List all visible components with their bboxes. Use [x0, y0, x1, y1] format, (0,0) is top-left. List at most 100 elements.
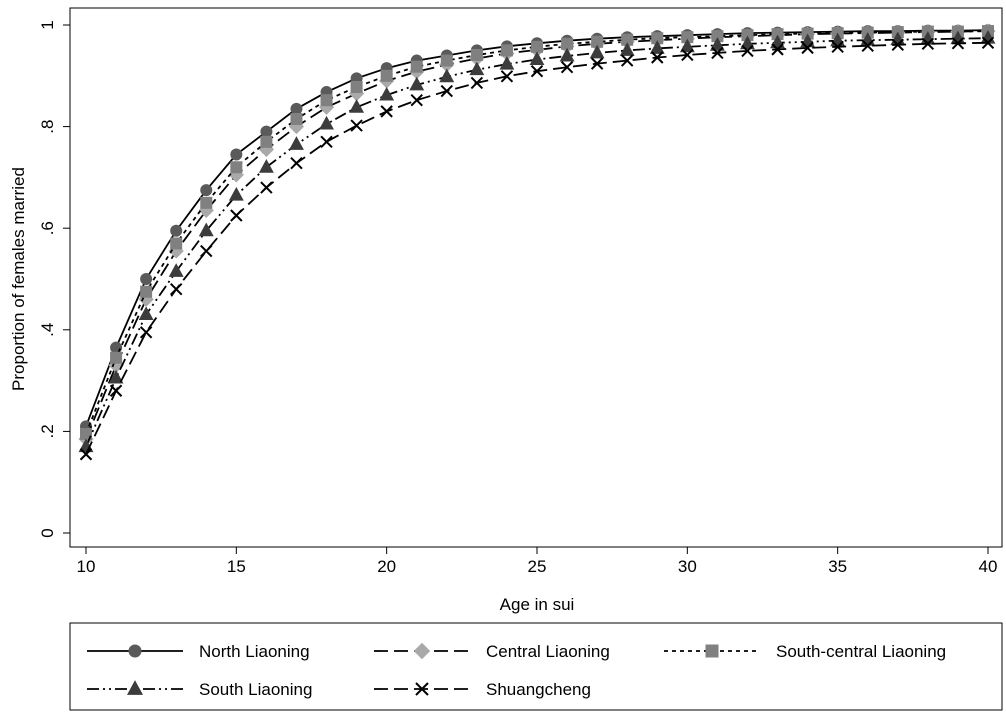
data-point: [619, 42, 635, 56]
data-point: [529, 51, 545, 65]
x-tick-label: 40: [979, 557, 998, 576]
data-point: [320, 135, 333, 149]
data-point: [891, 38, 905, 52]
data-point: [470, 76, 484, 90]
x-tick-label: 20: [377, 557, 396, 576]
series-line: [85, 30, 989, 440]
y-tick-label: .4: [38, 323, 57, 337]
data-point: [440, 54, 453, 67]
x-tick-label: 15: [227, 557, 246, 576]
y-tick-label: 0: [38, 528, 57, 537]
data-point: [410, 60, 423, 73]
data-point: [200, 244, 213, 258]
data-point: [230, 148, 243, 161]
data-point: [560, 60, 574, 74]
data-point: [260, 125, 273, 138]
data-point: [590, 57, 604, 70]
legend-label: South-central Liaoning: [776, 642, 946, 661]
x-axis-label: Age in sui: [500, 595, 575, 614]
data-point: [500, 44, 513, 57]
series-line: [85, 29, 989, 427]
data-point: [320, 94, 333, 107]
legend: North Liaoning Central Liaoning South-cent…: [69, 622, 1003, 711]
data-point: [651, 51, 664, 64]
data-point: [289, 136, 304, 150]
data-point: [260, 181, 273, 194]
legend-marker: [128, 644, 142, 658]
data-point: [981, 36, 995, 49]
data-point: [679, 38, 695, 53]
data-point: [79, 448, 93, 461]
data-point: [951, 37, 965, 50]
data-point: [531, 40, 543, 53]
data-point: [350, 80, 363, 93]
data-point: [169, 282, 183, 296]
series-shuangcheng: [79, 36, 995, 461]
data-point: [228, 186, 244, 201]
data-point: [230, 161, 243, 174]
legend-marker: [413, 642, 431, 660]
data-point: [319, 115, 334, 130]
data-point: [831, 40, 844, 54]
legend-item: Central Liaoning: [374, 642, 610, 661]
legend-label: South Liaoning: [199, 680, 312, 699]
legend-label: Shuangcheng: [486, 680, 591, 699]
data-point: [290, 102, 303, 115]
data-point: [198, 222, 214, 237]
legend-label: Central Liaoning: [486, 642, 610, 661]
legend-item: North Liaoning: [87, 642, 310, 661]
x-tick-label: 35: [828, 557, 847, 576]
data-point: [499, 55, 515, 70]
data-point: [561, 37, 574, 50]
data-point: [109, 384, 123, 397]
data-point: [801, 41, 814, 55]
series-north-liaoning: [80, 24, 994, 433]
data-point: [470, 48, 483, 61]
series-south-liaoning: [78, 30, 996, 453]
axes-layer: 10 15 20 25 30 35 40 0 .2 .4 .6 .8 1: [38, 7, 1003, 576]
data-point: [230, 209, 243, 222]
data-point: [649, 40, 665, 54]
data-point: [350, 119, 363, 132]
series-south-central-liaoning: [80, 25, 994, 440]
data-point: [290, 156, 303, 170]
y-tick-label: .6: [38, 221, 57, 235]
data-point: [139, 326, 153, 339]
data-point: [409, 76, 425, 91]
data-point: [740, 35, 755, 50]
data-point: [620, 54, 634, 67]
x-tick-label: 10: [77, 557, 96, 576]
legend-label: North Liaoning: [199, 642, 310, 661]
data-point: [140, 285, 153, 298]
data-point: [439, 68, 455, 83]
data-point: [349, 99, 365, 113]
y-tick-label: 1: [38, 20, 57, 29]
y-tick-label: .8: [38, 120, 57, 134]
data-point: [921, 37, 935, 51]
data-point: [200, 184, 213, 197]
data-point: [260, 135, 273, 148]
data-point: [380, 69, 393, 82]
y-axis-label: Proportion of females married: [9, 167, 28, 391]
series-layer: [78, 23, 996, 461]
data-point: [709, 37, 725, 51]
data-point: [170, 224, 183, 237]
data-point: [170, 237, 183, 250]
legend-marker: [126, 680, 144, 695]
data-point: [861, 39, 874, 53]
data-point: [168, 263, 184, 277]
data-point: [681, 48, 694, 62]
data-point: [110, 351, 123, 364]
x-tick-label: 30: [678, 557, 697, 576]
data-point: [290, 112, 303, 125]
legend-item: South-central Liaoning: [664, 642, 946, 661]
data-point: [500, 70, 514, 83]
series-central-liaoning: [78, 23, 996, 447]
data-point: [200, 196, 213, 209]
plot-frame: [69, 7, 1003, 548]
legend-box: [69, 622, 1003, 711]
legend-item: South Liaoning: [87, 680, 312, 699]
legend-marker: [415, 682, 429, 696]
